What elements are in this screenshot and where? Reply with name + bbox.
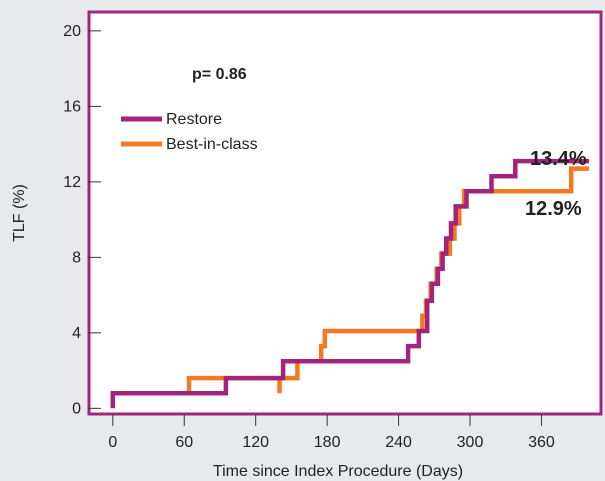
x-tick-label: 300 <box>457 434 484 451</box>
y-tick-label: 16 <box>63 98 81 115</box>
x-tick-label: 180 <box>314 434 341 451</box>
series-line-restore <box>110 158 590 409</box>
legend-label-best-in-class: Best-in-class <box>166 136 258 153</box>
x-axis-title: Time since Index Procedure (Days) <box>213 463 463 480</box>
y-tick-label: 0 <box>72 400 81 417</box>
plot-frame <box>87 10 603 416</box>
x-axis: 0 60 120 180 240 300 360 <box>108 415 555 451</box>
end-label-restore: 13.4% <box>530 148 587 170</box>
y-tick-label: 20 <box>63 23 81 40</box>
p-value-annotation: p= 0.86 <box>192 66 247 83</box>
y-axis-title: TLF (%) <box>11 184 28 242</box>
x-tick-label: 360 <box>528 434 555 451</box>
series-layer <box>110 158 590 409</box>
x-tick-label: 240 <box>385 434 412 451</box>
y-tick-label: 8 <box>72 249 81 266</box>
y-tick-label: 4 <box>72 325 81 342</box>
x-tick-label: 0 <box>108 434 117 451</box>
y-axis: 0 4 8 12 16 20 <box>63 23 101 417</box>
legend-label-restore: Restore <box>166 111 222 128</box>
legend: Restore Best-in-class <box>121 111 258 153</box>
x-tick-label: 60 <box>175 434 193 451</box>
x-tick-label: 120 <box>242 434 269 451</box>
y-tick-label: 12 <box>63 174 81 191</box>
end-label-best-in-class: 12.9% <box>525 198 582 220</box>
